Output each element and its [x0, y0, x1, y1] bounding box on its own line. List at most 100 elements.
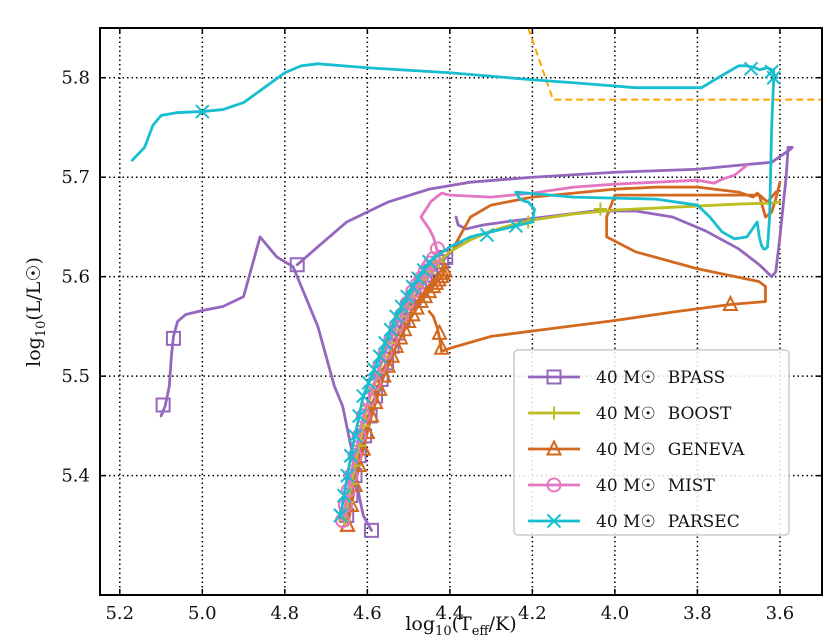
legend-label: 40 M☉ MIST — [596, 476, 715, 496]
x-tick-label: 4.2 — [518, 603, 547, 624]
legend-mass: 40 M☉ — [596, 404, 656, 424]
axes-frame — [99, 27, 823, 596]
legend-model: BPASS — [668, 368, 726, 388]
data-point-marker — [340, 483, 356, 499]
data-point-marker — [722, 294, 739, 312]
data-point-marker — [343, 448, 359, 463]
data-point-marker — [416, 262, 431, 278]
data-point-marker — [289, 257, 305, 273]
data-point-marker — [411, 271, 426, 286]
legend-marker-square-icon — [546, 369, 562, 385]
y-tick-label: 5.4 — [61, 466, 90, 487]
data-point-marker — [356, 388, 371, 404]
hd-limit-line — [527, 28, 822, 101]
legend: 40 M☉ BPASS 40 M☉ BOOST 40 M☉ GENEVA 40 M☉ MIST… — [513, 349, 790, 536]
series-layer — [130, 61, 794, 538]
legend-mass: 40 M☉ — [596, 368, 656, 388]
data-point-marker — [743, 61, 759, 76]
data-point-marker — [361, 375, 376, 390]
data-point-marker — [367, 362, 382, 377]
legend-label: 40 M☉ BPASS — [596, 368, 725, 388]
legend-label: 40 M☉ GENEVA — [596, 440, 745, 460]
grid-lines — [100, 28, 822, 595]
data-point-marker — [389, 309, 404, 324]
data-point-marker — [367, 392, 384, 410]
legend-model: GENEVA — [668, 440, 745, 460]
data-point-marker — [383, 322, 398, 337]
data-point-marker — [363, 406, 380, 423]
legend-box — [513, 349, 790, 536]
x-tick-label: 4.6 — [353, 603, 382, 624]
legend-label: 40 M☉ PARSEC — [596, 512, 740, 532]
data-point-marker — [405, 279, 420, 294]
data-point-marker — [400, 289, 415, 304]
data-point-marker — [479, 227, 495, 243]
x-tick-label: 4.4 — [436, 603, 465, 624]
y-tick-label: 5.7 — [61, 167, 90, 188]
series-line-bpass-track-loop — [454, 145, 790, 279]
legend-marker-circle-icon — [546, 477, 562, 493]
data-point-marker — [766, 70, 781, 85]
legend-item-parsec: 40 M☉ PARSEC — [528, 512, 740, 532]
data-point-marker — [372, 349, 387, 364]
data-point-marker — [343, 468, 359, 484]
data-point-marker — [333, 508, 348, 523]
x-tick-label: 4.8 — [271, 603, 300, 624]
y-tick-label: 5.5 — [61, 366, 90, 387]
series-line-bpass — [159, 235, 373, 532]
series-line-parsec — [130, 62, 776, 517]
data-point-marker — [433, 338, 450, 355]
legend-mass: 40 M☉ — [596, 512, 656, 532]
legend-item-geneva: 40 M☉ GENEVA — [528, 439, 745, 460]
data-point-marker — [347, 428, 363, 444]
legend-marker-triangle-icon — [545, 439, 563, 456]
data-point-marker — [422, 254, 437, 269]
data-point-marker — [336, 488, 352, 503]
data-point-marker — [416, 286, 434, 304]
legend-mass: 40 M☉ — [596, 476, 656, 496]
data-point-marker — [347, 448, 363, 464]
data-point-marker — [593, 202, 607, 216]
x-axis-ticks: 5.2 5.0 4.8 4.6 4.4 4.2 4.0 3.8 3.6 — [105, 28, 794, 624]
y-axis-ticks: 5.4 5.5 5.6 5.7 5.8 — [61, 68, 822, 487]
y-axis-label: log10(L/L☉) — [23, 257, 49, 367]
series-line-geneva-track-upper — [452, 185, 778, 249]
data-point-marker — [431, 323, 448, 340]
data-point-marker — [165, 330, 181, 346]
y-tick-label: 5.8 — [61, 68, 90, 89]
x-tick-label: 3.8 — [683, 603, 712, 624]
x-tick-label: 4.0 — [601, 603, 630, 624]
data-point-marker — [363, 522, 379, 538]
data-point-marker — [421, 281, 438, 299]
data-point-marker — [155, 397, 171, 413]
legend-model: PARSEC — [668, 512, 740, 532]
legend-model: BOOST — [668, 404, 732, 424]
data-point-marker — [340, 468, 355, 483]
x-axis-label: log10(Teff/K) — [405, 613, 516, 639]
legend-mass: 40 M☉ — [596, 440, 656, 460]
y-tick-label: 5.6 — [61, 267, 90, 288]
x-tick-label: 5.0 — [188, 603, 217, 624]
legend-marker-x-icon — [546, 513, 562, 529]
data-point-marker — [355, 408, 371, 424]
data-point-marker — [412, 291, 430, 309]
x-tick-label: 5.2 — [105, 603, 134, 624]
legend-item-boost: 40 M☉ BOOST — [528, 404, 732, 424]
legend-item-bpass: 40 M☉ BPASS — [528, 368, 725, 388]
data-point-marker — [351, 428, 367, 444]
data-point-marker — [436, 260, 453, 277]
series-parsec — [130, 61, 781, 523]
data-point-marker — [351, 408, 367, 424]
x-tick-label: 3.6 — [766, 603, 795, 624]
data-point-marker — [378, 335, 393, 351]
data-point-marker — [195, 104, 210, 119]
legend-marker-plus-icon — [547, 406, 561, 420]
data-point-marker — [508, 218, 524, 234]
data-point-marker — [394, 299, 409, 314]
series-line-geneva-track-loop — [427, 180, 782, 353]
reference-line-layer — [527, 28, 822, 101]
legend-model: MIST — [668, 476, 716, 496]
legend-label: 40 M☉ BOOST — [596, 404, 732, 424]
legend-item-mist: 40 M☉ MIST — [528, 476, 715, 496]
